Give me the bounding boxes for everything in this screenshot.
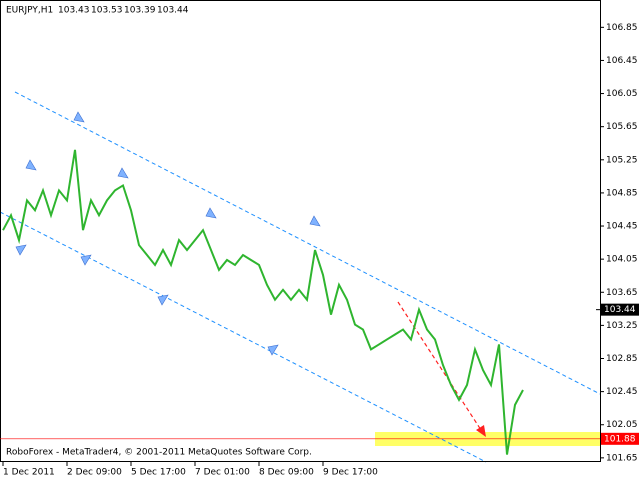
y-tick-label: 101.65 bbox=[606, 453, 638, 463]
y-tick-label: 105.65 bbox=[606, 122, 638, 132]
channel-upper bbox=[14, 91, 601, 395]
last-price-label: 103.44 bbox=[604, 305, 636, 315]
forecast-arrow bbox=[397, 301, 482, 431]
price-line bbox=[2, 149, 524, 455]
plot-frame bbox=[0, 0, 601, 462]
x-tick-label: 9 Dec 17:00 bbox=[323, 468, 378, 478]
header-price: 103.39 bbox=[124, 6, 156, 16]
y-tick-label: 106.05 bbox=[606, 89, 638, 99]
y-tick-label: 104.45 bbox=[606, 222, 638, 232]
x-tick-label: 1 Dec 2011 bbox=[3, 468, 55, 478]
fractal-markers bbox=[15, 111, 321, 356]
x-tick-label: 8 Dec 09:00 bbox=[259, 468, 314, 478]
y-tick-label: 106.45 bbox=[606, 56, 638, 66]
y-tick-label: 102.05 bbox=[606, 420, 638, 430]
y-tick-label: 102.45 bbox=[606, 387, 638, 397]
y-tick-label: 103.25 bbox=[606, 321, 638, 331]
arrow-head bbox=[476, 425, 486, 437]
x-tick-label: 2 Dec 09:00 bbox=[67, 468, 122, 478]
last-price-box bbox=[601, 303, 639, 316]
header-price: 103.43 bbox=[58, 6, 90, 16]
target-box bbox=[601, 432, 639, 445]
channel-lower bbox=[0, 211, 487, 463]
y-tick-label: 102.85 bbox=[606, 354, 638, 364]
chart-title: EURJPY,H1 bbox=[6, 6, 53, 16]
header-price: 103.44 bbox=[157, 6, 189, 16]
x-tick-label: 7 Dec 01:00 bbox=[195, 468, 250, 478]
header-price: 103.53 bbox=[91, 6, 123, 16]
y-tick-label: 104.85 bbox=[606, 188, 638, 198]
y-tick-label: 104.05 bbox=[606, 255, 638, 265]
footer: RoboForex - MetaTrader4, © 2001-2011 Met… bbox=[6, 448, 312, 458]
y-tick-label: 103.65 bbox=[606, 288, 638, 298]
target-label: 101.88 bbox=[604, 434, 636, 444]
x-tick-label: 5 Dec 17:00 bbox=[131, 468, 186, 478]
y-tick-label: 106.85 bbox=[606, 23, 638, 33]
y-tick-label: 105.25 bbox=[606, 155, 638, 165]
